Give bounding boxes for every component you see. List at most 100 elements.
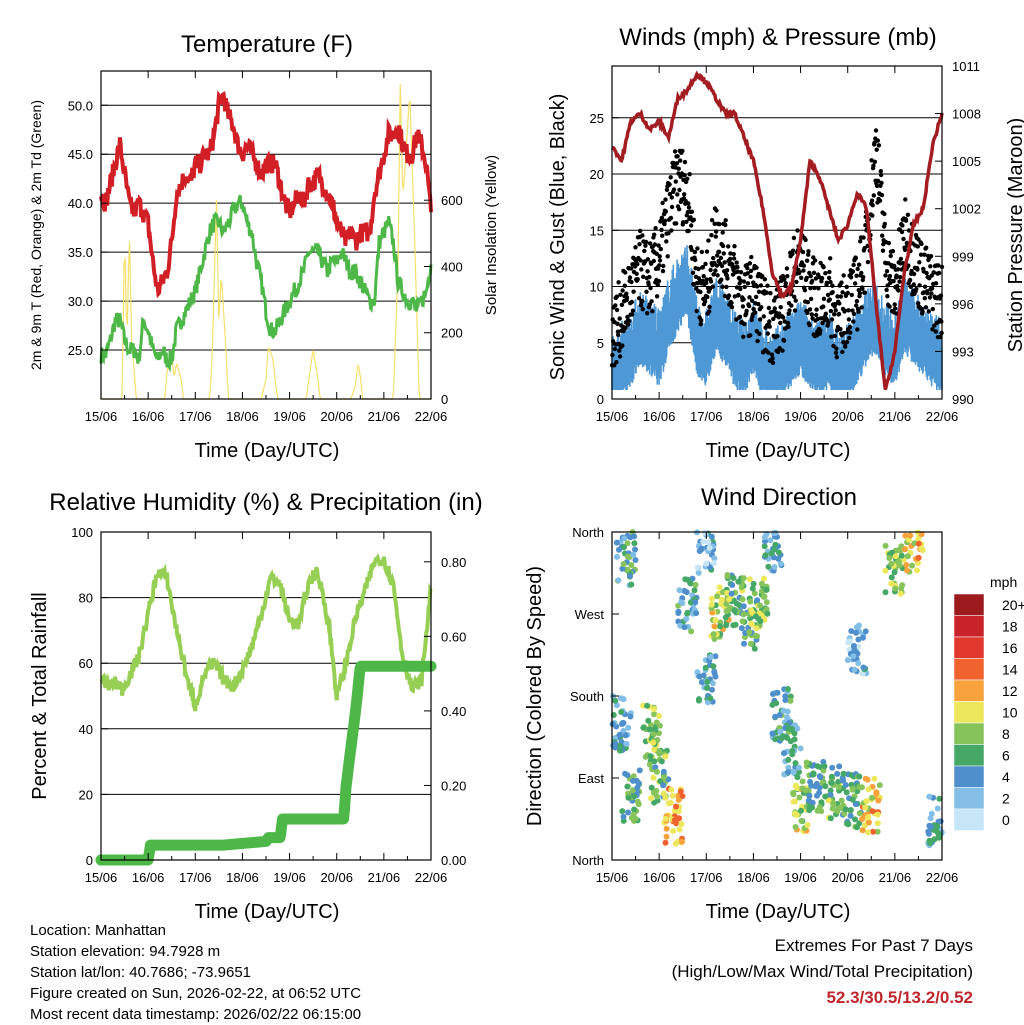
direction-point [835,784,842,791]
gust-point [770,360,776,365]
direction-point [612,740,619,747]
gust-point [870,203,875,208]
direction-point [628,581,635,588]
gust-point [920,309,925,314]
direction-point [828,779,835,786]
direction-point [892,585,899,592]
gust-point [638,228,643,234]
gust-point [699,249,704,255]
gust-point [657,254,662,259]
direction-point [636,767,643,774]
gust-point [844,284,849,290]
gust-point [918,252,924,257]
gust-point [834,355,839,360]
gust-point [647,274,652,280]
gust-point [926,309,931,314]
direction-point [709,686,715,693]
humidity-line [99,553,433,712]
gust-point [623,325,628,330]
direction-point [648,784,655,791]
gust-point [719,263,725,269]
temperature-panel: Temperature (F) 25.0 30.0 35.0 40.0 45.0 50.0… [28,31,500,462]
direction-point [785,764,792,771]
gust-point [615,329,621,334]
gust-point [627,318,632,324]
direction-point [651,799,658,806]
direction-point [817,774,824,781]
y-tick-label: 80 [79,591,93,606]
colorbar-swatch [953,701,985,724]
gust-point [650,309,655,314]
colorbar-swatch [953,636,985,659]
gust-point [871,193,876,198]
gust-point [666,231,671,236]
direction-point [866,819,872,826]
gust-point [832,333,838,339]
gust-point [811,270,817,275]
gust-point [654,294,660,299]
x-tick-label: 18/06 [737,870,770,885]
gust-point [748,274,753,279]
direction-point [679,838,685,845]
gust-point [713,234,718,239]
gust-point [721,251,726,256]
gust-point [714,208,719,213]
gust-point [686,205,692,210]
gust-point [848,330,853,335]
gust-point [929,286,935,291]
winds-xlabel: Time (Day/UTC) [706,440,851,462]
extremes-values: 52.3/30.5/13.2/0.52 [826,988,973,1007]
gust-point [800,249,806,255]
direction-point [650,774,657,781]
gust-point [692,249,698,255]
direction-point [730,622,737,629]
gust-point [831,343,836,349]
gust-point [644,289,649,294]
gust-point [834,328,840,333]
direction-point [840,777,847,784]
direction-ticks: North East South West North 15/06 16/06 17/06 18… [570,525,958,885]
direction-point [851,666,858,673]
gust-point [809,312,814,317]
direction-point [869,794,876,801]
gust-point [705,294,710,300]
y-tick-label: 5 [597,336,604,351]
gust-point [695,246,700,251]
gust-point [715,273,720,278]
direction-point [631,533,638,540]
gust-point [704,277,709,282]
direction-point [674,838,681,845]
y-tick-label: 20 [79,787,93,802]
gust-point [880,233,885,238]
direction-point [814,763,821,770]
gust-point [806,252,811,257]
gust-point [675,154,680,159]
gust-point [804,275,809,281]
gust-point [747,261,753,266]
direction-point [842,806,849,813]
direction-point [856,820,863,827]
gust-point [748,333,753,338]
direction-point [675,608,682,615]
direction-point [709,609,716,616]
gust-point [802,288,808,293]
direction-point [848,628,855,635]
direction-point [862,804,869,811]
gust-point [624,291,629,296]
direction-point [739,618,746,625]
x-tick-label: 15/06 [596,870,629,885]
gust-point [667,182,672,187]
gust-point [797,269,802,275]
gust-point [807,322,812,328]
gust-point [689,247,694,252]
gust-point [805,310,810,315]
gust-point [737,314,743,319]
gust-point [859,270,864,276]
gust-point [765,331,770,336]
direction-point [614,553,620,560]
direction-point [863,798,870,805]
direction-point [799,778,806,785]
gust-point [776,315,781,320]
direction-point [784,714,790,721]
direction-point [874,828,881,835]
